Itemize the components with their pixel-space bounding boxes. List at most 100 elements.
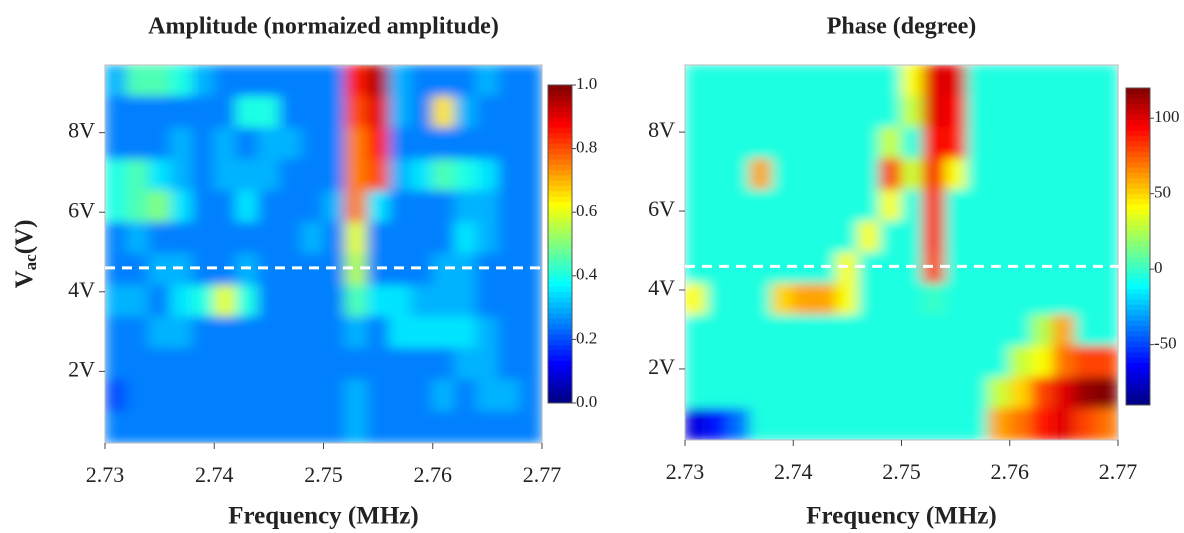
heatmap-cell bbox=[836, 95, 859, 128]
colorbar-tick-label: 0.8 bbox=[576, 138, 597, 157]
heatmap-cell bbox=[987, 220, 1011, 253]
heatmap-cell bbox=[366, 411, 390, 443]
heatmap-cell bbox=[836, 127, 859, 160]
heatmap-cell bbox=[901, 65, 924, 97]
heatmap-cell bbox=[301, 65, 324, 97]
colorbar-step bbox=[1126, 151, 1150, 157]
heatmap-cell bbox=[922, 377, 946, 410]
heatmap-cell bbox=[879, 95, 902, 128]
heatmap-cell bbox=[944, 127, 967, 160]
colorbar-step bbox=[548, 153, 572, 160]
heatmap-cell bbox=[497, 348, 521, 381]
heatmap-cell bbox=[235, 127, 259, 160]
heatmap-cell bbox=[1074, 95, 1097, 128]
colorbar-step bbox=[1126, 383, 1150, 390]
heatmap-cell bbox=[213, 316, 237, 349]
heatmap-cell bbox=[126, 316, 150, 349]
colorbar-step bbox=[1126, 283, 1150, 290]
colorbar-step bbox=[1126, 367, 1150, 374]
colorbar-step bbox=[548, 275, 572, 282]
heatmap-cell bbox=[126, 190, 150, 223]
heatmap-cell bbox=[279, 96, 303, 129]
heatmap-cell bbox=[105, 190, 128, 223]
colorbar-step bbox=[1126, 172, 1150, 179]
heatmap-cell bbox=[814, 220, 838, 253]
colorbar-step bbox=[548, 249, 572, 255]
colorbar-step bbox=[1126, 299, 1150, 305]
heatmap-cell bbox=[965, 408, 989, 440]
heatmap-cell bbox=[685, 252, 708, 285]
heatmap-cell bbox=[323, 222, 346, 255]
heatmap-cell bbox=[366, 190, 390, 223]
heatmap-cell bbox=[475, 222, 499, 255]
heatmap-cell bbox=[497, 285, 521, 318]
heatmap-cell bbox=[1009, 189, 1032, 222]
heatmap-cell bbox=[454, 96, 477, 129]
heatmap-cell bbox=[170, 65, 193, 97]
heatmap-cell bbox=[792, 127, 816, 160]
heatmap-cell bbox=[814, 408, 838, 440]
heatmap-cell bbox=[454, 190, 477, 223]
colorbar-step bbox=[548, 90, 572, 96]
heatmap-cell bbox=[519, 65, 542, 97]
heatmap-cell bbox=[257, 190, 281, 223]
heatmap-cell bbox=[432, 190, 456, 223]
y-tick-label: 2V bbox=[648, 354, 675, 379]
heatmap-cell bbox=[235, 379, 259, 412]
colorbar-step bbox=[548, 95, 572, 102]
heatmap-cell bbox=[323, 253, 346, 286]
heatmap-cell bbox=[148, 411, 172, 443]
heatmap-cell bbox=[519, 348, 542, 381]
colorbar-step bbox=[548, 264, 572, 271]
heatmap-cell bbox=[497, 379, 521, 412]
heatmap-cell bbox=[792, 252, 816, 285]
colorbar-step bbox=[548, 355, 572, 361]
colorbar-step bbox=[548, 111, 572, 118]
heatmap-cell bbox=[301, 159, 324, 192]
heatmap-cell bbox=[497, 222, 521, 255]
heatmap-cell bbox=[213, 348, 237, 381]
y-axis-label: Vac(V) bbox=[11, 220, 40, 289]
heatmap-cell bbox=[366, 222, 390, 255]
colorbar-step bbox=[548, 143, 572, 149]
heatmap-cell bbox=[749, 283, 773, 316]
heatmap-cell bbox=[519, 159, 542, 192]
heatmap-cell bbox=[749, 189, 773, 222]
colorbar-step bbox=[1126, 378, 1150, 385]
heatmap-cell bbox=[857, 345, 881, 378]
heatmap-cell bbox=[792, 95, 816, 128]
heatmap-cell bbox=[1052, 283, 1076, 316]
heatmap-cell bbox=[105, 222, 128, 255]
heatmap-cell bbox=[922, 189, 946, 222]
heatmap-cell bbox=[685, 345, 708, 378]
heatmap-cell bbox=[879, 65, 902, 97]
heatmap-cell bbox=[432, 411, 456, 443]
heatmap-cell bbox=[279, 411, 303, 443]
colorbar-frame bbox=[547, 84, 573, 404]
heatmap-cell bbox=[1074, 127, 1097, 160]
heatmap-cell bbox=[879, 158, 902, 191]
heatmap-cell bbox=[432, 379, 456, 412]
heatmap-cell bbox=[1095, 65, 1118, 97]
heatmap-cell bbox=[836, 158, 859, 191]
heatmap-cell bbox=[965, 65, 989, 97]
heatmap-cell bbox=[987, 314, 1011, 347]
colorbar-step bbox=[1126, 388, 1150, 395]
heatmap-cell bbox=[235, 253, 259, 286]
x-tick-label: 2.73 bbox=[666, 459, 705, 484]
heatmap-cell bbox=[814, 377, 838, 410]
colorbar-step bbox=[1126, 219, 1150, 226]
colorbar-step bbox=[1126, 98, 1150, 105]
heatmap-cell bbox=[301, 253, 324, 286]
heatmap-cell bbox=[965, 252, 989, 285]
heatmap-cell bbox=[1030, 127, 1054, 160]
heatmap-cell bbox=[1095, 408, 1118, 440]
heatmap-cell bbox=[366, 348, 390, 381]
x-tick-label: 2.74 bbox=[195, 462, 234, 487]
heatmap-cell bbox=[170, 411, 193, 443]
heatmap-cell bbox=[432, 348, 456, 381]
heatmap-cell bbox=[771, 189, 794, 222]
heatmap-cell bbox=[1009, 127, 1032, 160]
heatmap-cell bbox=[388, 285, 412, 318]
heatmap-cell bbox=[366, 379, 390, 412]
